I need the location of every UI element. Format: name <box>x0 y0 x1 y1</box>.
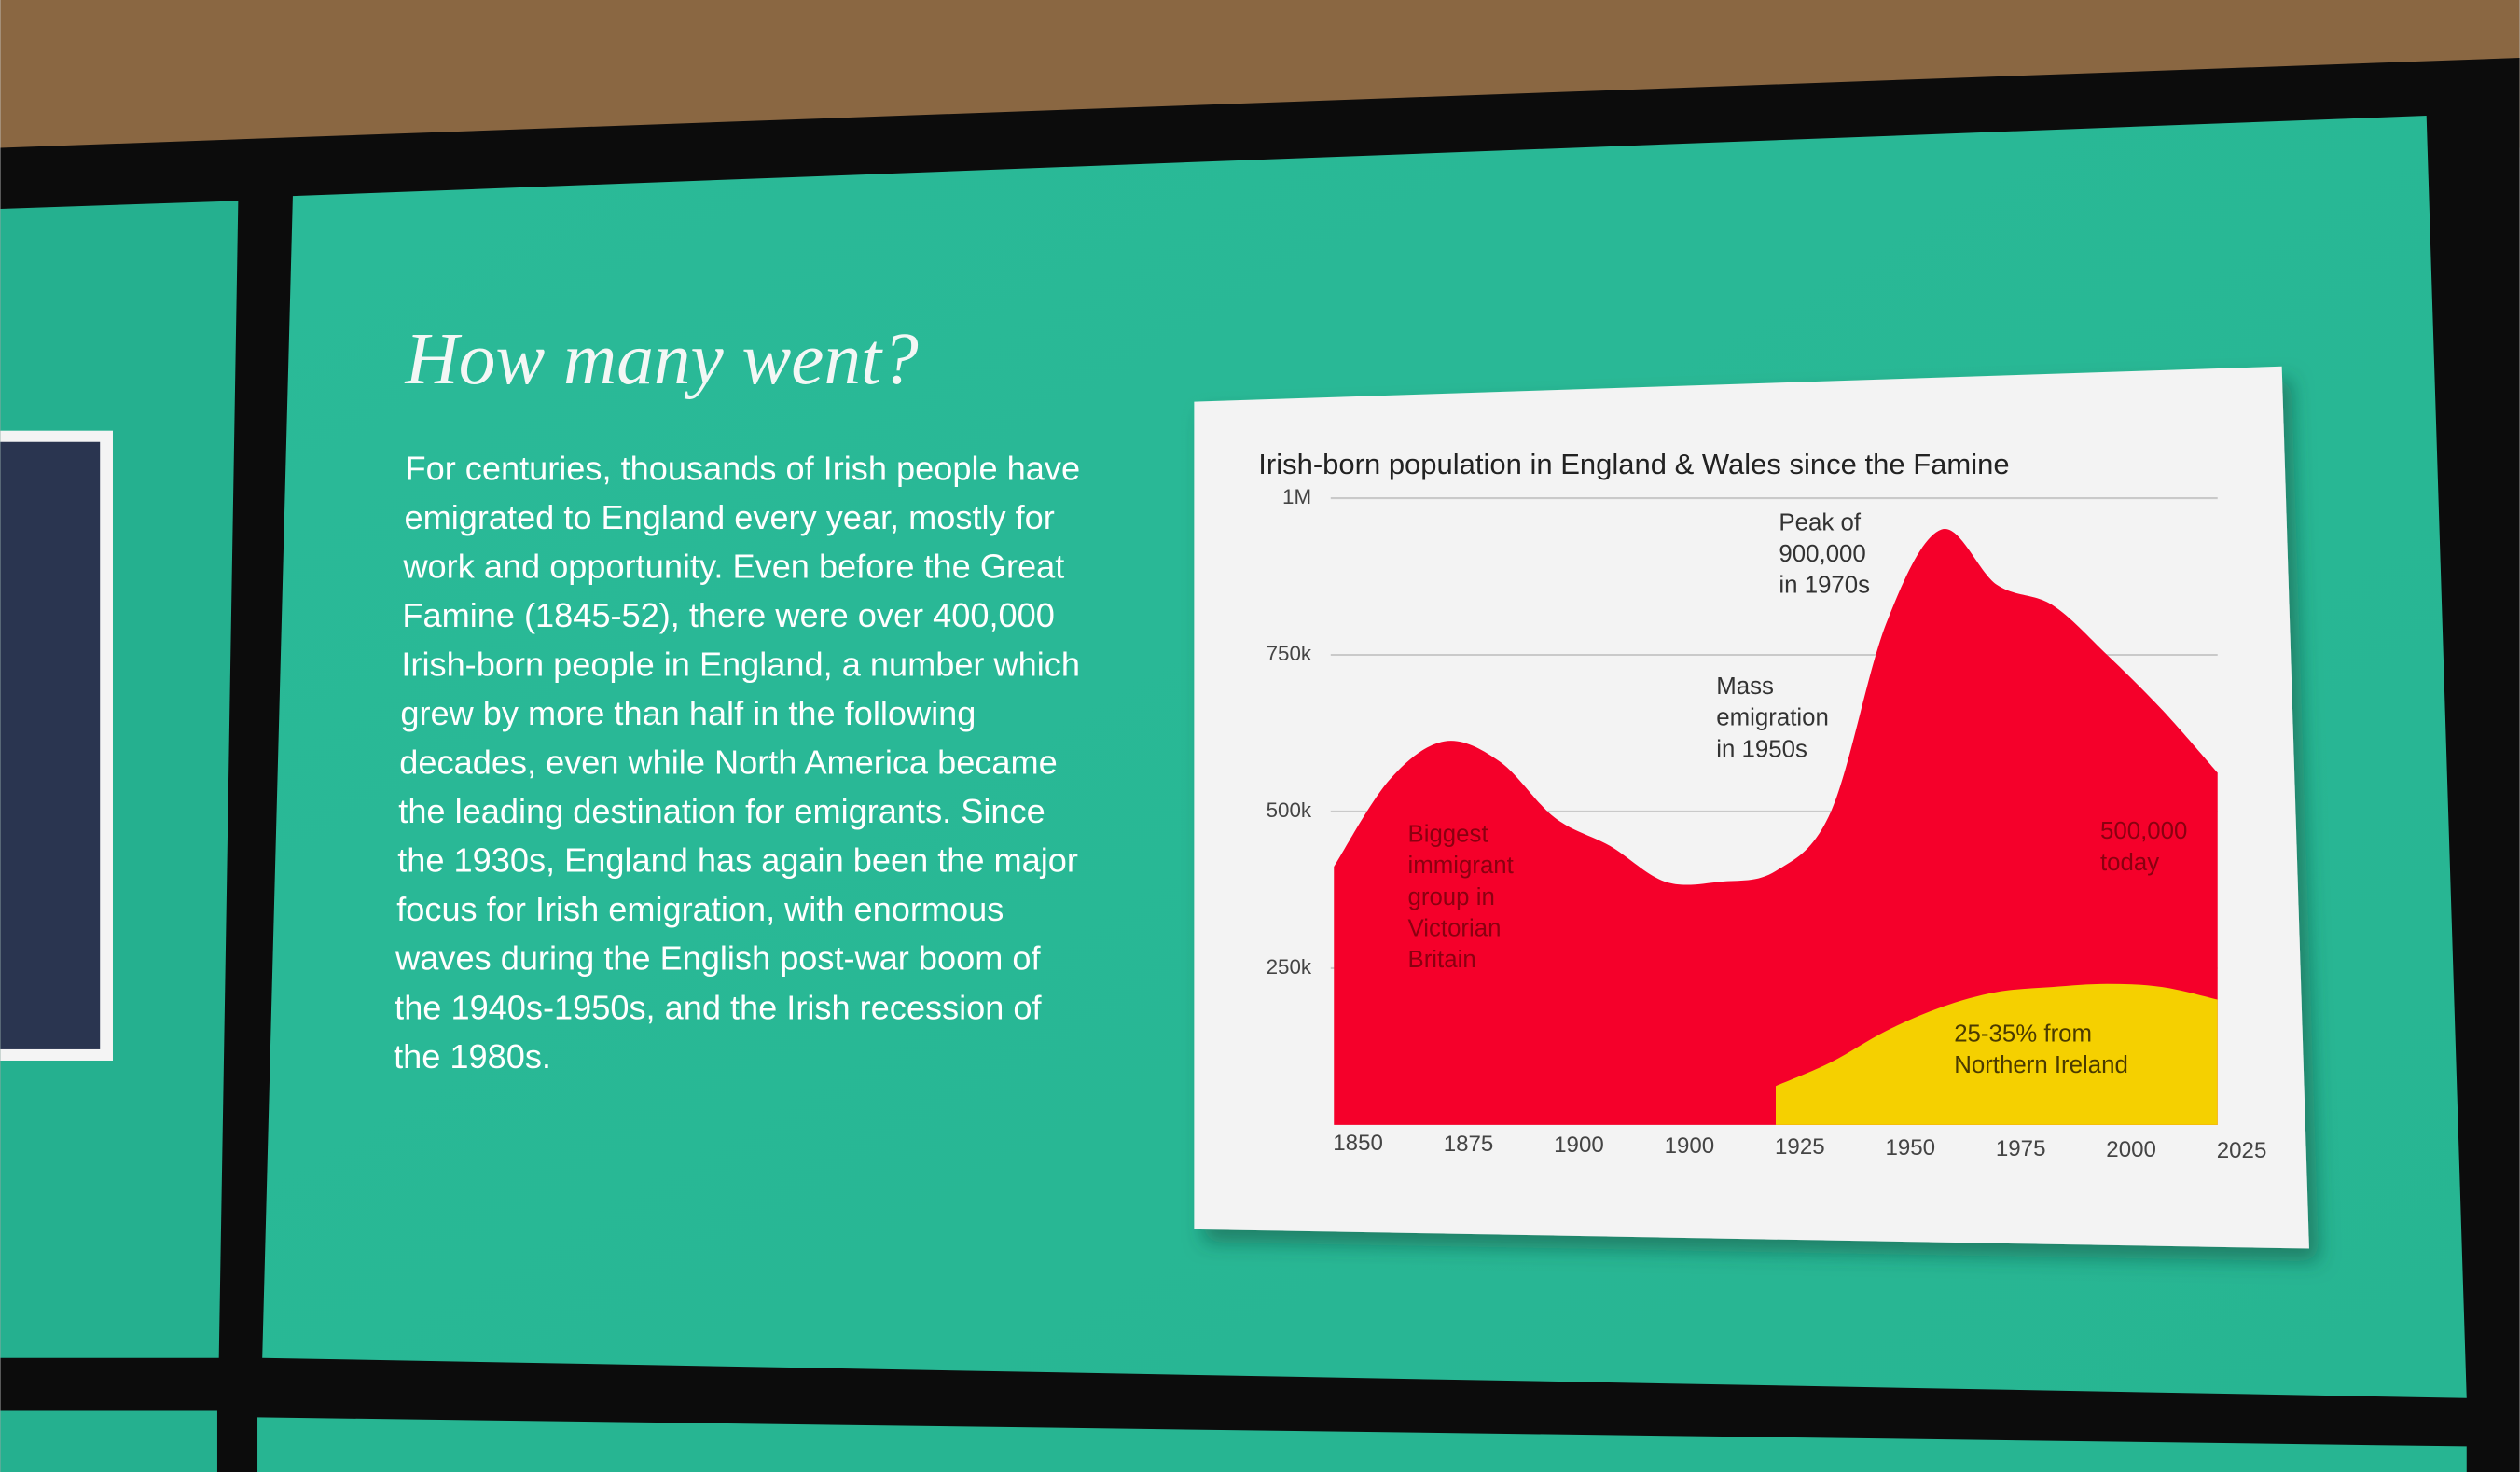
x-tick-label: 1950 <box>1885 1135 1935 1160</box>
annotation: Peak of <box>1779 509 1861 535</box>
artwork <box>0 441 101 1049</box>
body-line: decades, even while North America became <box>399 743 1057 782</box>
annotation: Mass <box>1716 674 1774 700</box>
lower-left-panel <box>0 1410 217 1472</box>
body-line: For centuries, thousands of Irish people… <box>406 449 1081 487</box>
y-tick-label: 1M <box>1282 485 1311 508</box>
lower-panel <box>257 1417 2467 1472</box>
annotation: emigration <box>1716 705 1829 731</box>
chart-title: Irish-born population in England & Wales… <box>1258 448 2009 480</box>
annotation: group in <box>1407 884 1494 910</box>
body-line: Irish-born people in England, a number w… <box>401 645 1080 683</box>
x-tick-label: 1900 <box>1665 1133 1715 1159</box>
x-tick-label: 1850 <box>1333 1131 1383 1156</box>
body-line: work and opportunity. Even before the Gr… <box>402 547 1064 585</box>
chart: 250k 500k 750k 1M 1850 1875 1900 1900 1925 1950 19… <box>1267 485 2267 1163</box>
body-line: grew by more than half in the following <box>400 694 976 732</box>
annotation: 900,000 <box>1779 541 1865 567</box>
x-tick-label: 1975 <box>1996 1136 2046 1161</box>
annotation: Victorian <box>1407 915 1501 941</box>
annotation: in 1950s <box>1716 736 1807 762</box>
body-line: the 1980s. <box>394 1037 551 1076</box>
x-tick-label: 1925 <box>1775 1134 1825 1160</box>
y-tick-label: 500k <box>1267 798 1312 822</box>
area <box>1334 529 2218 1125</box>
body-line: the 1940s-1950s, and the Irish recession… <box>395 988 1042 1026</box>
heading: How many went? <box>405 318 919 400</box>
y-tick-label: 750k <box>1267 642 1312 665</box>
y-tick-label: 250k <box>1267 955 1312 979</box>
body-line: the 1930s, England has again been the ma… <box>397 841 1078 880</box>
body-line: focus for Irish emigration, with enormou… <box>396 890 1004 928</box>
x-tick-label: 2025 <box>2217 1138 2267 1163</box>
body-line: waves during the English post-war boom o… <box>395 939 1041 978</box>
annotation: 25-35% from <box>1954 1021 2092 1047</box>
body-line: emigrated to England every year, mostly … <box>404 498 1054 536</box>
annotation: Britain <box>1407 947 1475 973</box>
body-line: Famine (1845-52), there were over 400,00… <box>402 596 1054 634</box>
x-tick-label: 2000 <box>2106 1137 2156 1162</box>
annotation: Biggest <box>1407 822 1488 848</box>
annotation: Northern Ireland <box>1954 1052 2128 1078</box>
annotation: in 1970s <box>1779 573 1870 599</box>
annotation: today <box>2100 850 2159 876</box>
body-line: the leading destination for emigrants. S… <box>398 792 1045 830</box>
annotation: immigrant <box>1407 853 1513 879</box>
x-tick-label: 1900 <box>1554 1132 1604 1158</box>
area <box>1775 983 2218 1125</box>
annotation: 500,000 <box>2100 818 2187 844</box>
body-text: For centuries, thousands of Irish people… <box>394 449 1080 1076</box>
x-tick-label: 1875 <box>1444 1132 1494 1157</box>
